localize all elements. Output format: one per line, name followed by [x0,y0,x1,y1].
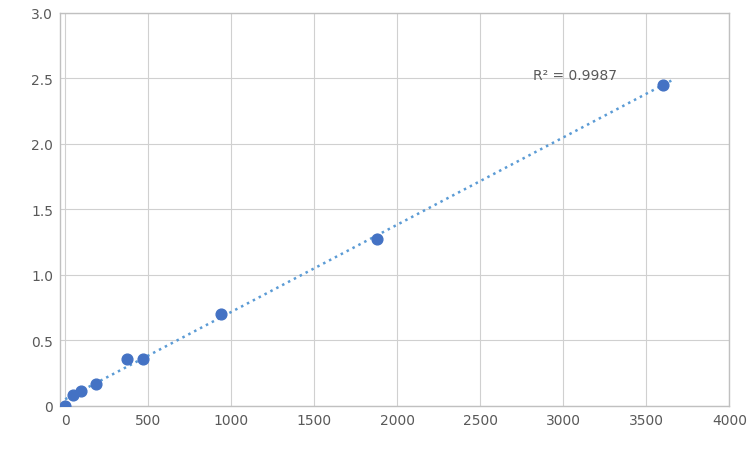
Text: R² = 0.9987: R² = 0.9987 [533,69,617,83]
Point [74,388,86,395]
Point [657,82,669,89]
Point [215,311,227,318]
Point [121,355,133,363]
Point [137,355,149,363]
Point [371,236,383,244]
Point [59,402,71,410]
Point [90,380,102,387]
Point [67,392,79,399]
